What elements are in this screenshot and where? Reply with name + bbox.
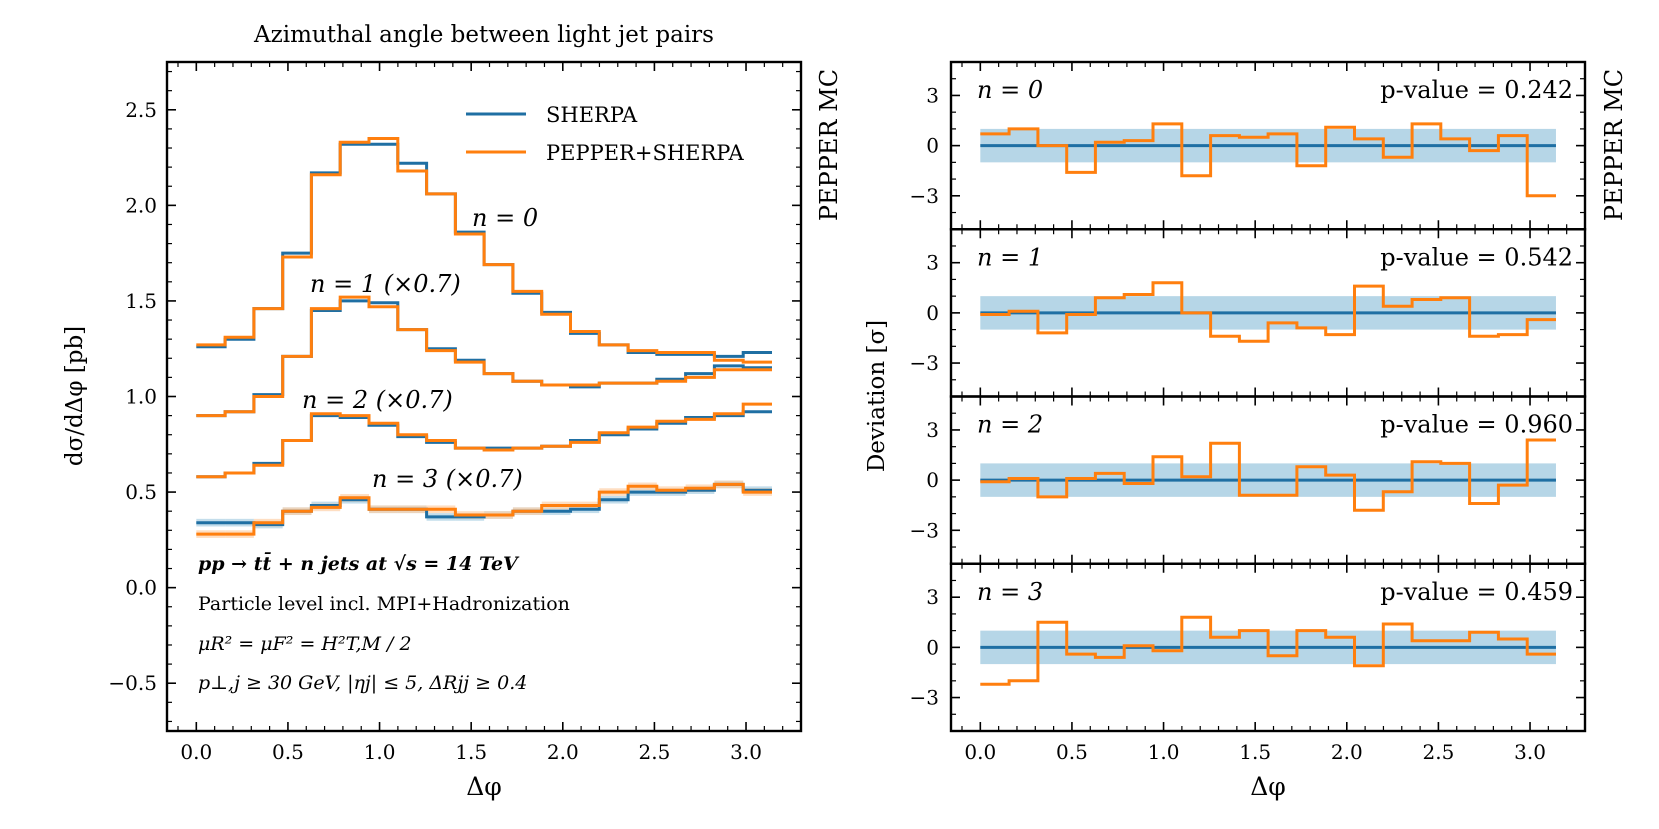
deviation-panel-n2: −3 0 3 n = 2 p-value = 0.960: [910, 395, 1587, 565]
left-y-tick-label: 1.5: [125, 289, 157, 313]
annotation-level: Particle level incl. MPI+Hadronization: [198, 593, 570, 615]
right-chart: −3 0 3 n = 0 p-value = 0.242 −3 0 3 n = 1 p-value…: [864, 60, 1628, 801]
panel-n-label: n = 3: [977, 578, 1043, 606]
right-y-tick-label: −3: [910, 184, 939, 208]
left-y-tick-label: 2.0: [125, 193, 157, 217]
panel-n-label: n = 2: [977, 411, 1043, 439]
right-y-tick-label: 0: [926, 301, 939, 325]
left-x-axis-label: Δφ: [466, 772, 502, 801]
right-y-tick-label: 3: [926, 418, 939, 442]
left-chart: Azimuthal angle between light jet pairs …: [62, 22, 843, 801]
pepper-line-n2: [196, 402, 772, 479]
right-x-tick-label: 2.0: [1331, 740, 1363, 764]
left-y-tick-label: −0.5: [108, 671, 157, 695]
left-x-tick-label: 2.0: [547, 740, 579, 764]
left-y-axis-label: dσ/dΔφ [pb]: [62, 326, 88, 466]
panel-n-label: n = 1: [977, 243, 1043, 271]
pepper-line-n1: [196, 295, 772, 418]
panel-pvalue: p-value = 0.242: [1380, 76, 1573, 104]
deviation-panel-n0: −3 0 3 n = 0 p-value = 0.242: [910, 60, 1587, 231]
panel-pvalue: p-value = 0.542: [1380, 243, 1573, 271]
left-x-tick-label: 1.5: [455, 740, 487, 764]
legend: SHERPA PEPPER+SHERPA: [466, 103, 744, 165]
panel-pvalue: p-value = 0.459: [1380, 578, 1573, 606]
legend-sherpa-label: SHERPA: [546, 103, 638, 127]
right-y-axis-label: Deviation [σ]: [864, 320, 890, 472]
deviation-line-n3: [980, 615, 1556, 686]
left-x-tick-label: 0.5: [272, 740, 304, 764]
left-y-tick-label: 2.5: [125, 98, 157, 122]
right-y-tick-label: −3: [910, 351, 939, 375]
right-y-tick-label: 0: [926, 635, 939, 659]
deviation-panel-n3: −3 0 3 n = 3 p-value = 0.459: [910, 562, 1587, 733]
right-x-tick-label: 0.5: [1056, 740, 1088, 764]
right-x-tick-label: 2.5: [1423, 740, 1455, 764]
legend-pepper-label: PEPPER+SHERPA: [546, 141, 744, 165]
left-y-tick-label: 1.0: [125, 385, 157, 409]
pepper-mc-label-left: PEPPER MC: [815, 69, 843, 221]
deviation-panel-n1: −3 0 3 n = 1 p-value = 0.542: [910, 228, 1587, 398]
panel-n-label: n = 0: [977, 76, 1043, 104]
right-x-tick-label: 1.5: [1239, 740, 1271, 764]
right-y-tick-label: −3: [910, 686, 939, 710]
series-label-n1: n = 1 (×0.7): [310, 270, 461, 298]
right-x-axis-label: Δφ: [1250, 772, 1286, 801]
annotation-cuts: p⊥,j ≥ 30 GeV, |ηj| ≤ 5, ΔRjj ≥ 0.4: [198, 672, 527, 694]
left-x-tick-label: 1.0: [364, 740, 396, 764]
series-label-n3: n = 3 (×0.7): [372, 465, 523, 493]
right-y-tick-label: 3: [926, 251, 939, 275]
left-y-tick-label: 0.0: [125, 576, 157, 600]
annotation-process: pp → tt̄ + n jets at √s = 14 TeV: [198, 553, 520, 575]
left-chart-title: Azimuthal angle between light jet pairs: [253, 22, 714, 48]
right-x-tick-label: 0.0: [964, 740, 996, 764]
deviation-line-n2: [980, 438, 1556, 512]
right-y-tick-label: 0: [926, 468, 939, 492]
pepper-line-n0: [196, 137, 772, 364]
pepper-mc-label-right: PEPPER MC: [1600, 69, 1628, 221]
deviation-line-n1: [980, 281, 1556, 343]
deviation-line-n0: [980, 122, 1556, 198]
right-y-tick-label: −3: [910, 518, 939, 542]
right-x-tick-label: 1.0: [1148, 740, 1180, 764]
left-x-tick-label: 2.5: [639, 740, 671, 764]
left-x-tick-label: 3.0: [730, 740, 762, 764]
right-x-tick-label: 3.0: [1514, 740, 1546, 764]
right-y-tick-label: 0: [926, 134, 939, 158]
right-y-tick-label: 3: [926, 585, 939, 609]
left-y-tick-label: 0.5: [125, 480, 157, 504]
right-y-tick-label: 3: [926, 83, 939, 107]
series-label-n0: n = 0: [472, 204, 538, 232]
annotation-scales: μR² = μF² = H²T,M / 2: [198, 633, 412, 655]
panel-pvalue: p-value = 0.960: [1380, 411, 1573, 439]
series-label-n2: n = 2 (×0.7): [302, 386, 453, 414]
left-x-tick-label: 0.0: [180, 740, 212, 764]
pepper-line-n3: [196, 482, 772, 536]
